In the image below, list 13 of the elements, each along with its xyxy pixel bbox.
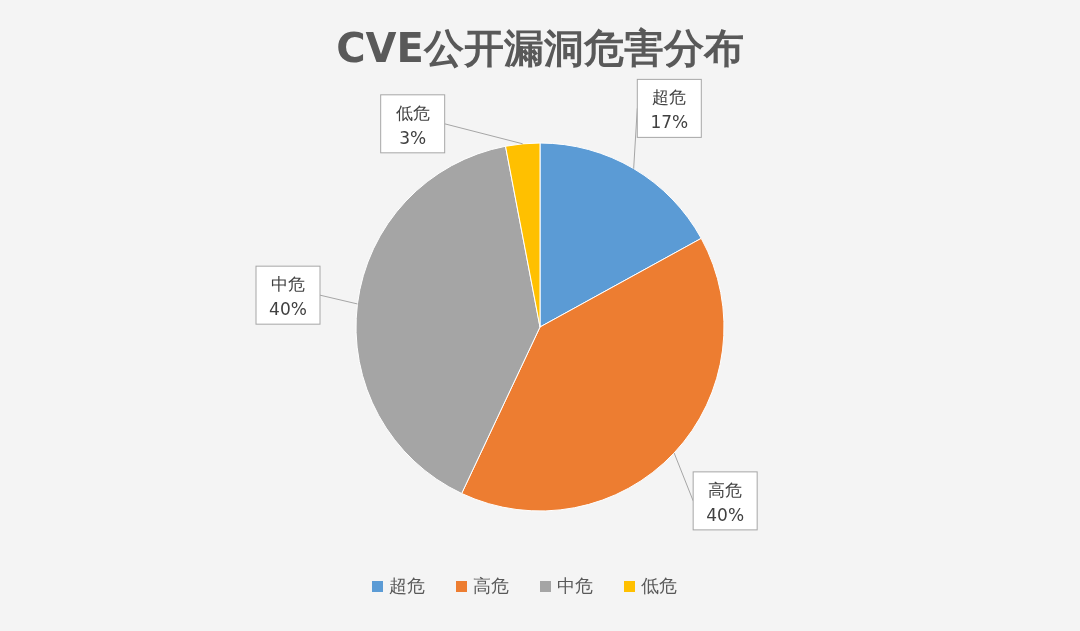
slice-label: 中危 [271,274,305,295]
chart-title: CVE公开漏洞危害分布 [336,25,744,71]
slice-label: 高危 [708,479,743,500]
data-label: 3% [399,127,427,148]
data-label: 17% [650,112,689,133]
data-label: 40% [269,299,307,320]
slice-label: 低危 [395,102,430,123]
legend-label: 超危 [389,575,425,596]
legend-label: 高危 [473,575,509,596]
legend-label: 中危 [557,575,593,596]
legend-label: 低危 [641,575,677,596]
data-label: 40% [706,504,745,525]
slice-label: 超危 [652,87,687,108]
